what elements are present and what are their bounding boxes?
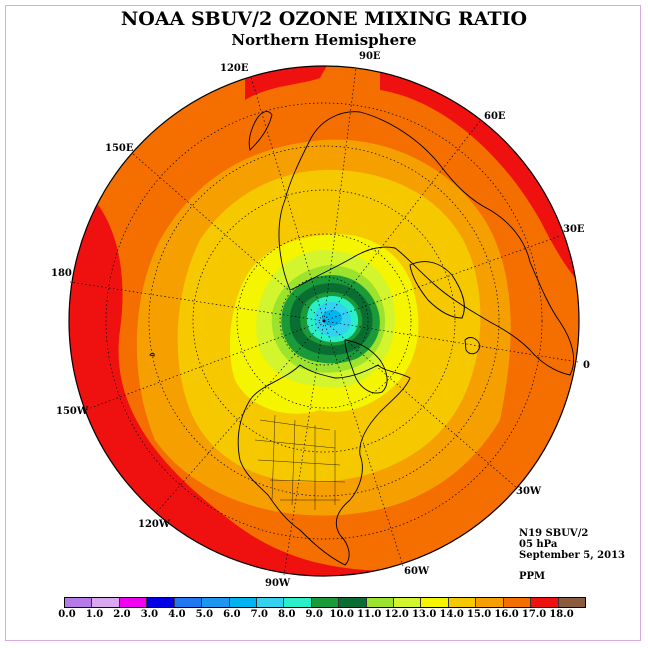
lon-label-30w: 30W	[516, 486, 542, 497]
map-subtitle: Northern Hemisphere	[231, 31, 417, 49]
colorbar-tick-label: 15.0	[466, 609, 492, 620]
lon-label-60w: 60W	[404, 566, 430, 577]
colorbar-swatch	[311, 598, 340, 607]
colorbar-swatch	[531, 598, 559, 607]
coastlines	[149, 111, 574, 566]
lon-label-90w: 90W	[265, 578, 291, 589]
colorbar-swatch	[421, 598, 449, 607]
plot-frame	[5, 5, 641, 641]
colorbar-swatch	[558, 598, 586, 607]
lon-label-60e: 60E	[484, 111, 506, 122]
lon-label-150e: 150E	[105, 143, 134, 154]
product-info: N19 SBUV/2 05 hPa September 5, 2013 PPM	[519, 528, 625, 582]
eurasia-coast	[278, 111, 574, 376]
colorbar-tick-label: 17.0	[521, 609, 547, 620]
lon-label-90e: 90E	[359, 51, 381, 62]
colorbar-tick-label: 5.0	[195, 609, 214, 620]
colorbar-swatch	[92, 598, 120, 607]
map-boundary	[68, 65, 580, 577]
lon-label-120w: 120W	[138, 519, 171, 530]
colorbar-tick-label: 8.0	[278, 609, 296, 620]
lon-label-30e: 30E	[563, 224, 585, 235]
colorbar-swatch	[174, 598, 203, 607]
colorbar-swatch	[476, 598, 504, 607]
colorbar-tick-label: 18.0	[549, 609, 574, 620]
colorbar-tick-label: 13.0	[411, 609, 437, 620]
colorbar-tick-label: 4.0	[168, 609, 186, 620]
colorbar-swatch	[394, 598, 422, 607]
graticule	[69, 67, 579, 576]
british-isles	[464, 337, 481, 355]
colorbar-swatch	[147, 598, 175, 607]
japan-coast	[248, 111, 273, 151]
colorbar-tick-label: 12.0	[384, 609, 409, 620]
us-state-lines	[254, 414, 346, 510]
colorbar-swatch	[366, 598, 395, 607]
colorbar-tick-label: 14.0	[439, 609, 464, 620]
colorbar-swatch	[202, 598, 230, 607]
colorbar-tick-label: 0.0	[58, 609, 76, 620]
europe-coast	[409, 261, 465, 319]
lon-label-0: 0	[583, 360, 590, 371]
colorbar-swatch	[119, 598, 148, 607]
colorbar-swatch	[503, 598, 532, 607]
hawaii	[149, 352, 155, 357]
lon-label-150w: 150W	[56, 406, 89, 417]
colorbar-tick-label: 11.0	[357, 609, 382, 620]
north-america-coast	[237, 364, 411, 566]
colorbar	[64, 597, 586, 608]
colorbar-tick-label: 3.0	[140, 609, 159, 620]
lon-label-120e: 120E	[220, 63, 249, 74]
colorbar-swatch	[284, 598, 312, 607]
colorbar-swatch	[256, 598, 285, 607]
colorbar-swatch	[65, 598, 93, 607]
colorbar-tick-label: 6.0	[223, 609, 241, 620]
colorbar-swatch	[448, 598, 477, 607]
colorbar-tick-label: 10.0	[329, 609, 354, 620]
units-label: PPM	[519, 571, 546, 582]
instrument-label: N19 SBUV/2	[519, 528, 589, 539]
colorbar-tick-label: 7.0	[250, 609, 269, 620]
date-label: September 5, 2013	[519, 550, 625, 561]
colorbar-tick-label: 9.0	[305, 609, 323, 620]
greenland-coast	[344, 339, 388, 394]
colorbar-tick-label: 1.0	[85, 609, 104, 620]
colorbar-tick-label: 16.0	[494, 609, 519, 620]
colorbar-swatch	[339, 598, 367, 607]
map-title: NOAA SBUV/2 OZONE MIXING RATIO	[120, 8, 528, 30]
colorbar-tick-label: 2.0	[113, 609, 131, 620]
colorbar-swatch	[229, 598, 257, 607]
lon-label-180: 180	[51, 268, 72, 279]
pressure-level-label: 05 hPa	[519, 539, 558, 550]
band-17-west	[69, 160, 470, 576]
